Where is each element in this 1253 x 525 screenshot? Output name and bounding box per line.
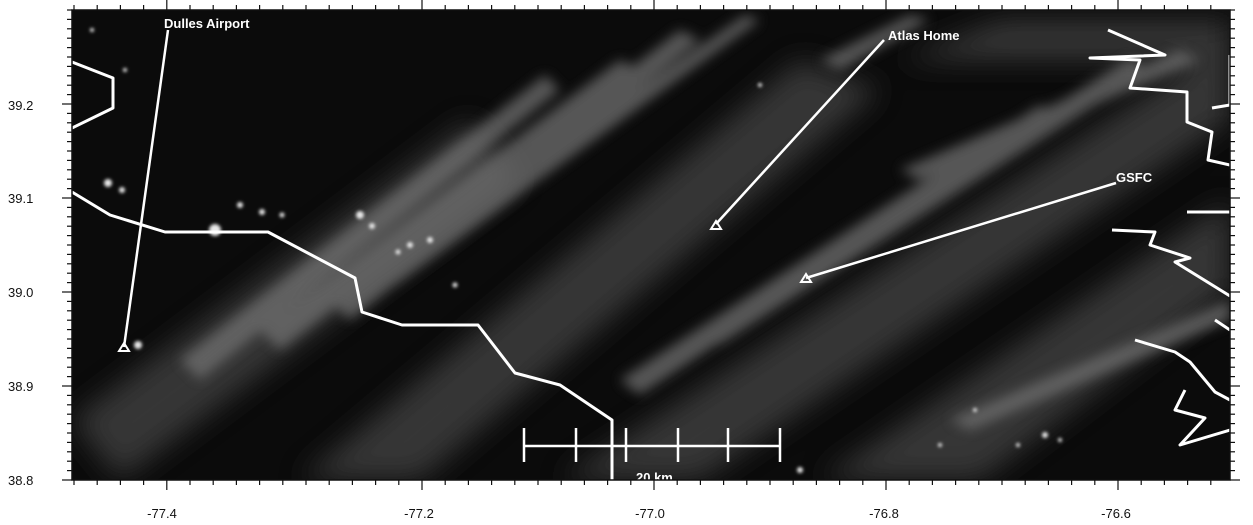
dulles-marker-triangle: [117, 341, 131, 352]
ground-lights: [90, 28, 1062, 473]
axis-ticks: [62, 0, 1240, 490]
scale-bar: [522, 428, 782, 462]
leader-line-atlas: [715, 39, 885, 225]
gsfc-marker-triangle: [799, 272, 813, 283]
y-tick-label: 38.9: [8, 379, 33, 394]
y-axis-labels: 39.2 39.1 39.0 38.9 38.8: [8, 98, 33, 488]
leader-line-gsfc: [805, 181, 1117, 280]
atlas-marker-triangle: [709, 219, 723, 230]
y-tick-label: 39.0: [8, 285, 33, 300]
x-axis-labels: -77.4 -77.2 -77.0 -76.8 -76.6: [147, 506, 1131, 521]
boundary-lines-east: [1088, 28, 1230, 447]
x-tick-label: -76.6: [1101, 506, 1131, 521]
x-tick-label: -77.4: [147, 506, 177, 521]
y-tick-label: 38.8: [8, 473, 33, 488]
boundary-line-northwest: [72, 60, 115, 130]
label-atlas-home: Atlas Home: [888, 28, 960, 43]
y-tick-label: 39.1: [8, 191, 33, 206]
boundary-line-potomac: [72, 190, 614, 480]
x-tick-label: -76.8: [869, 506, 899, 521]
label-dulles-airport: Dulles Airport: [164, 16, 250, 31]
scale-bar-label: 20 km: [636, 470, 673, 485]
satellite-image: Dulles Airport Atlas Home GSFC 20 km: [72, 10, 1230, 485]
x-tick-label: -77.0: [635, 506, 665, 521]
y-tick-label: 39.2: [8, 98, 33, 113]
label-gsfc: GSFC: [1116, 170, 1153, 185]
site-markers: [117, 219, 813, 352]
x-tick-label: -77.2: [404, 506, 434, 521]
leader-line-dulles: [122, 29, 170, 348]
cloud-streaks-bright: [180, 15, 1230, 430]
site-leader-lines: [122, 29, 1117, 348]
